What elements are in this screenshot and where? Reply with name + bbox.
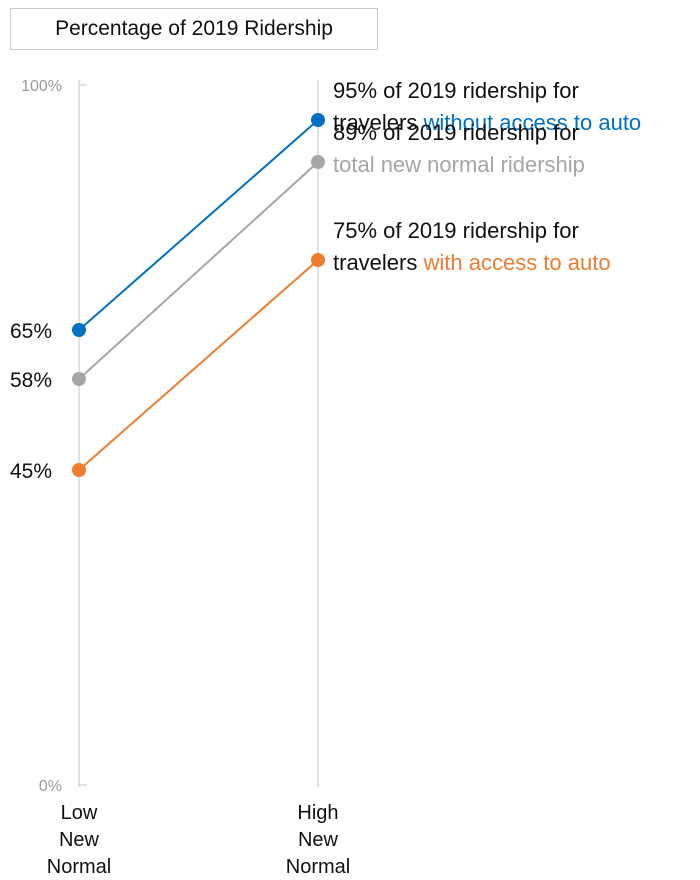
data-point: [72, 372, 86, 386]
start-value-label: 58%: [10, 369, 52, 392]
x-category-label: Low: [61, 802, 98, 824]
annotation-line: travelers without access to auto: [333, 110, 641, 135]
data-point: [311, 155, 325, 169]
y-tick-label: 0%: [39, 778, 62, 795]
y-tick-label: 100%: [21, 78, 62, 95]
start-value-label: 65%: [10, 320, 52, 343]
annotation-line: 75% of 2019 ridership for: [333, 218, 579, 243]
annotation-prefix: travelers: [333, 110, 423, 135]
annotation-prefix: travelers: [333, 250, 423, 275]
series-line: [78, 161, 319, 380]
x-category-label: Normal: [47, 856, 111, 878]
x-category-label: New: [59, 829, 100, 851]
x-category-label: New: [298, 829, 339, 851]
x-category-label: Normal: [286, 856, 350, 878]
annotation-highlight: without access to auto: [422, 110, 641, 135]
annotation-line: 89% of 2019 ridership for: [333, 120, 579, 145]
x-category-label: High: [297, 802, 338, 824]
data-point: [311, 253, 325, 267]
series-line: [78, 119, 319, 331]
annotation-highlight: with access to auto: [422, 250, 610, 275]
annotation-line: total new normal ridership: [333, 152, 585, 177]
chart-title: Percentage of 2019 Ridership: [10, 8, 378, 50]
start-value-label: 45%: [10, 460, 52, 483]
data-point: [72, 463, 86, 477]
annotation-line: travelers with access to auto: [333, 250, 611, 275]
data-point: [72, 323, 86, 337]
data-point: [311, 113, 325, 127]
annotation-highlight: total new normal ridership: [333, 152, 585, 177]
series-line: [78, 259, 319, 471]
annotation-line: 95% of 2019 ridership for: [333, 78, 579, 103]
